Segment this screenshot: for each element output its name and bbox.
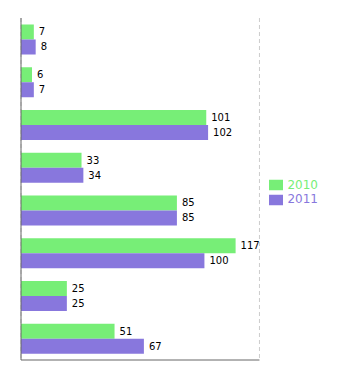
- svg-text:34: 34: [88, 170, 101, 181]
- svg-text:25: 25: [72, 283, 85, 294]
- svg-text:7: 7: [39, 26, 45, 37]
- svg-text:51: 51: [120, 326, 133, 337]
- svg-text:33: 33: [87, 155, 100, 166]
- svg-text:7: 7: [39, 84, 45, 95]
- html-text:2011: 2011: [287, 192, 318, 206]
- svg-text:85: 85: [182, 212, 195, 223]
- svg-text:117: 117: [241, 240, 260, 251]
- svg-text:101: 101: [211, 112, 230, 123]
- svg-text:8: 8: [41, 41, 47, 52]
- svg-text:102: 102: [213, 127, 232, 138]
- svg-text:25: 25: [72, 298, 85, 309]
- svg-text:67: 67: [149, 341, 162, 352]
- svg-text:100: 100: [209, 255, 228, 266]
- svg-text:85: 85: [182, 197, 195, 208]
- html-text:2010: 2010: [287, 177, 318, 192]
- svg-text:6: 6: [37, 69, 43, 80]
